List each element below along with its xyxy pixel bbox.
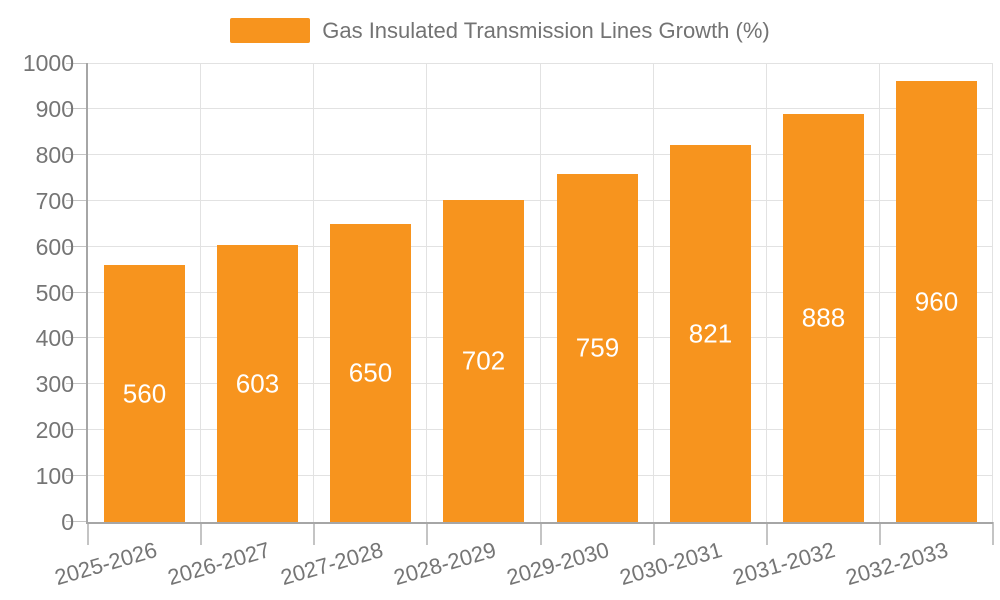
x-axis-tick-label: 2026-2027	[164, 537, 273, 591]
gridline-vertical	[313, 63, 314, 522]
gridline-vertical	[992, 63, 993, 522]
y-axis-tick	[66, 475, 86, 476]
y-axis-tick-label: 800	[35, 142, 74, 168]
y-axis-tick	[66, 292, 86, 293]
x-axis-tick	[992, 522, 994, 545]
y-axis-tick	[66, 246, 86, 247]
bar: 702	[443, 200, 524, 522]
x-axis-tick	[540, 522, 542, 545]
gridline-horizontal	[88, 383, 993, 384]
gridline-horizontal	[88, 200, 993, 201]
bar-value-label: 888	[801, 302, 846, 333]
y-axis-tick-label: 900	[35, 96, 74, 122]
y-axis-tick-label: 700	[35, 188, 74, 214]
x-axis-tick-label: 2029-2030	[503, 537, 612, 591]
gridline-horizontal	[88, 108, 993, 109]
y-axis-tick-label: 500	[35, 280, 74, 306]
x-axis-tick-label: 2025-2026	[51, 537, 160, 591]
bars-layer: 560 603 650 702 759 821 888 960	[88, 63, 993, 522]
y-axis-tick-label: 0	[61, 509, 74, 535]
x-axis-line	[86, 522, 993, 524]
legend-label: Gas Insulated Transmission Lines Growth …	[322, 18, 770, 43]
x-axis-tick-label: 2027-2028	[277, 537, 386, 591]
bar: 650	[330, 224, 411, 522]
bar-value-label: 960	[914, 286, 959, 316]
x-axis-tick	[87, 522, 89, 545]
x-axis-tick	[313, 522, 315, 545]
gridline-vertical	[200, 63, 201, 522]
gridline-horizontal	[88, 292, 993, 293]
gridline-horizontal	[88, 475, 993, 476]
y-axis-tick	[66, 429, 86, 430]
bar: 560	[104, 265, 185, 522]
bar-value-label: 759	[575, 332, 620, 363]
bar-value-label: 702	[461, 345, 506, 376]
x-axis-tick-label: 2030-2031	[616, 537, 725, 591]
x-axis-tick	[426, 522, 428, 545]
bar: 821	[670, 145, 751, 522]
bar: 888	[783, 114, 864, 522]
x-axis-tick-label: 2032-2033	[842, 537, 951, 591]
x-axis-tick	[879, 522, 881, 545]
y-axis-tick-label: 100	[35, 463, 74, 489]
gridline-horizontal	[88, 429, 993, 430]
gridline-vertical	[540, 63, 541, 522]
y-axis-tick	[66, 108, 86, 109]
x-axis-tick-label: 2028-2029	[390, 537, 499, 591]
gridline-vertical	[879, 63, 880, 522]
x-axis-tick-label: 2031-2032	[729, 537, 838, 591]
plot-area: 560 603 650 702 759 821 888 960	[66, 63, 994, 545]
gridline-horizontal	[88, 154, 993, 155]
legend-item[interactable]: Gas Insulated Transmission Lines Growth …	[230, 18, 770, 43]
bar-value-label: 603	[235, 368, 280, 398]
gridline-horizontal	[88, 337, 993, 338]
legend-swatch	[230, 18, 311, 43]
y-axis-tick-label: 1000	[22, 50, 74, 76]
y-axis-tick-label: 300	[35, 371, 74, 397]
bar: 759	[557, 174, 638, 522]
gridline-vertical	[426, 63, 427, 522]
y-axis-tick	[66, 154, 86, 155]
y-axis-tick-label: 600	[35, 234, 74, 260]
legend: Gas Insulated Transmission Lines Growth …	[0, 18, 1000, 43]
bar-value-label: 560	[122, 378, 167, 408]
y-axis-tick-label: 200	[35, 417, 74, 443]
grid-layer	[66, 63, 994, 545]
x-axis-tick	[200, 522, 202, 545]
x-axis-tick	[653, 522, 655, 545]
gridline-vertical	[653, 63, 654, 522]
bar-value-label: 821	[688, 318, 733, 348]
bar: 960	[896, 81, 977, 522]
x-axis-tick	[766, 522, 768, 545]
bar-value-label: 650	[348, 357, 393, 388]
y-axis-tick	[66, 337, 86, 338]
bar: 603	[217, 245, 298, 522]
y-axis-tick	[66, 200, 86, 201]
y-axis-tick	[66, 63, 86, 64]
gridline-horizontal	[88, 63, 993, 64]
y-axis-line	[86, 63, 88, 522]
gridline-horizontal	[88, 246, 993, 247]
y-axis-tick	[66, 521, 86, 522]
gridline-vertical	[766, 63, 767, 522]
y-axis-tick	[66, 383, 86, 384]
y-axis-tick-label: 400	[35, 325, 74, 351]
